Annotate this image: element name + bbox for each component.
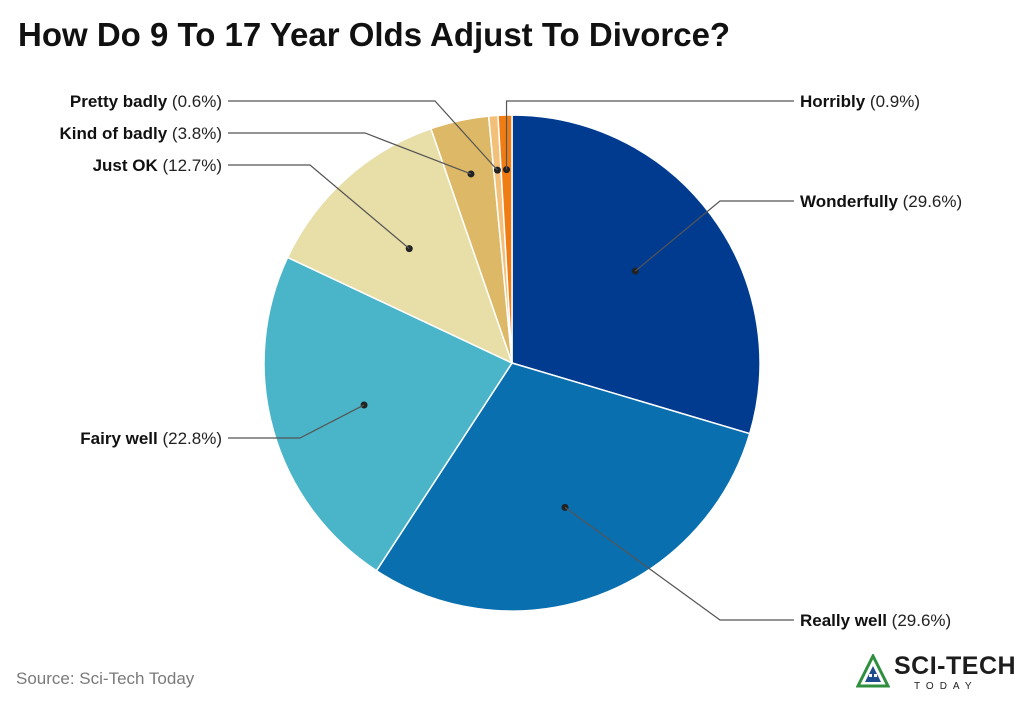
slice-label-value: (3.8%) — [172, 124, 222, 143]
slice-label-kind-of-badly: Kind of badly (3.8%) — [60, 124, 222, 143]
slice-label-value: (0.6%) — [172, 92, 222, 111]
brand-mark-icon — [856, 654, 890, 688]
leader-line — [228, 132, 472, 175]
brand-name: SCI-TECH — [894, 652, 1017, 680]
leader-line — [228, 404, 365, 439]
source-note: Source: Sci-Tech Today — [16, 669, 195, 688]
slice-label-value: (29.6%) — [892, 611, 952, 630]
leader-line — [228, 164, 410, 250]
slice-label-pretty-badly: Pretty badly (0.6%) — [70, 92, 222, 111]
leader-line — [564, 506, 794, 621]
slice-label-name: Really well — [800, 611, 892, 630]
brand-logo: SCI-TECH TODAY — [856, 652, 1016, 694]
slice-label-wonderfully: Wonderfully (29.6%) — [800, 192, 962, 211]
pie-slice-fairy-well — [263, 256, 514, 572]
leader-lines — [228, 100, 794, 621]
slice-label-name: Horribly — [800, 92, 870, 111]
chart-title: How Do 9 To 17 Year Olds Adjust To Divor… — [18, 16, 731, 53]
slice-label-value: (0.9%) — [870, 92, 920, 111]
slice-label-name: Kind of badly — [60, 124, 172, 143]
leader-line — [228, 100, 498, 171]
pie-slice-just-ok — [286, 127, 514, 365]
slice-label-horribly: Horribly (0.9%) — [800, 92, 920, 111]
slice-label-name: Wonderfully — [800, 192, 903, 211]
slice-label-value: (22.8%) — [162, 429, 222, 448]
slice-label-name: Fairy well — [80, 429, 162, 448]
leader-line — [505, 100, 794, 170]
slice-label-value: (12.7%) — [162, 156, 222, 175]
pie-slice-horribly — [497, 114, 513, 364]
slice-label-fairy-well: Fairy well (22.8%) — [80, 429, 222, 448]
slice-label-value: (29.6%) — [903, 192, 963, 211]
slice-label-name: Pretty badly — [70, 92, 172, 111]
leader-line — [634, 200, 794, 272]
pie-slice-really-well — [375, 362, 751, 612]
slice-labels: Wonderfully (29.6%)Really well (29.6%)Fa… — [60, 92, 963, 630]
slice-label-name: Just OK — [93, 156, 163, 175]
slice-label-really-well: Really well (29.6%) — [800, 611, 951, 630]
brand-subtitle: TODAY — [914, 681, 978, 692]
slice-label-just-ok: Just OK (12.7%) — [93, 156, 222, 175]
